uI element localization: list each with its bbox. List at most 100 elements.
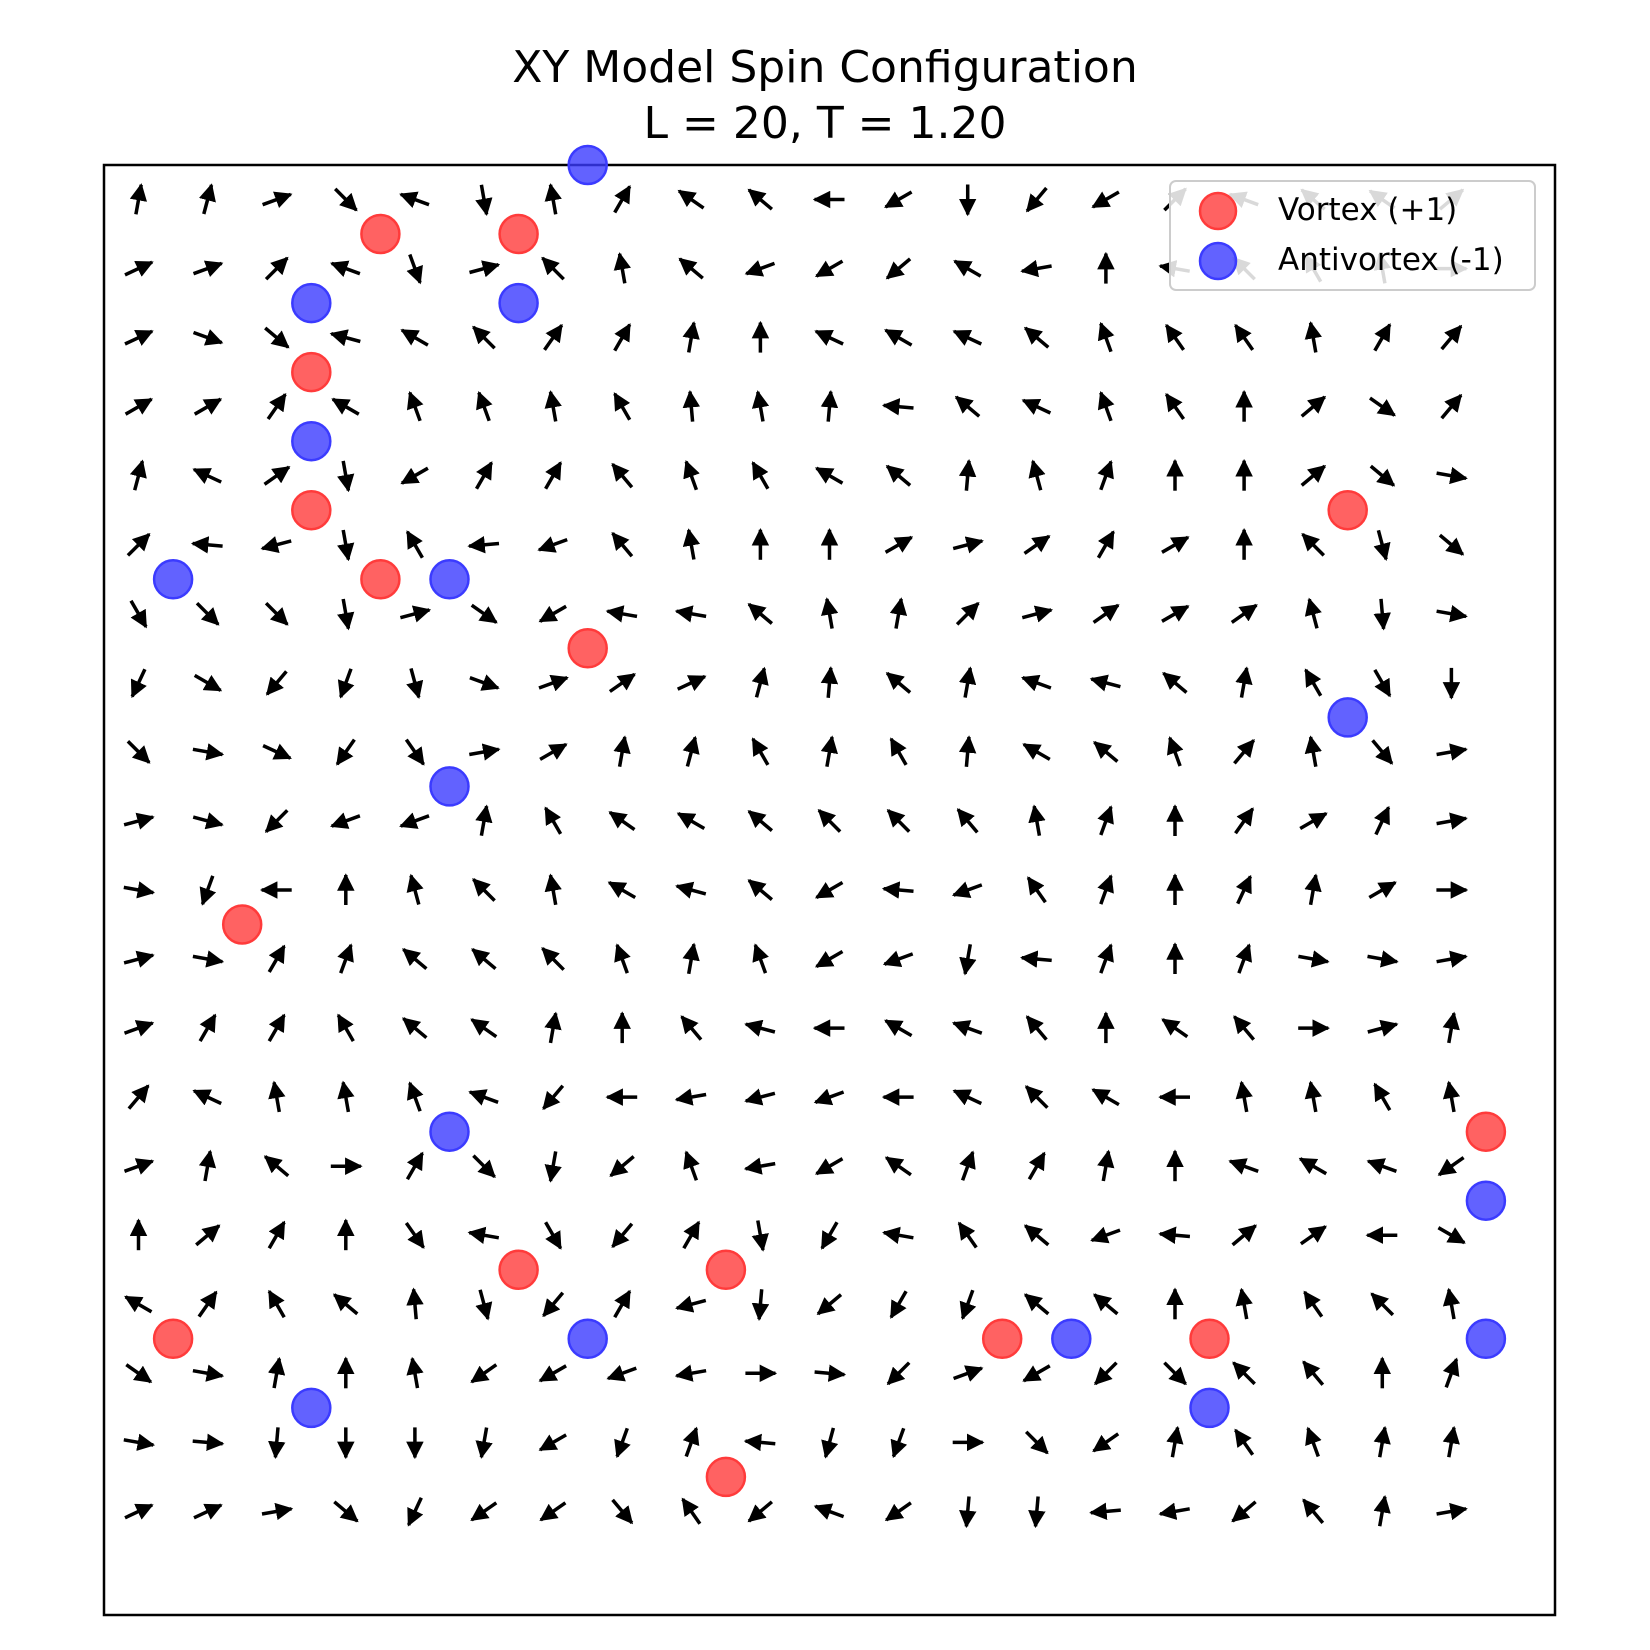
- spin-arrow: [752, 943, 769, 974]
- spin-arrow: [1373, 1494, 1391, 1527]
- spin-arrow: [952, 1089, 983, 1106]
- spin-arrow: [816, 1293, 843, 1316]
- spin-arrow: [330, 812, 361, 829]
- spin-arrow: [1442, 1287, 1461, 1320]
- vortex-marker: [152, 1318, 194, 1360]
- spin-arrow: [264, 326, 290, 349]
- spin-arrow: [474, 461, 494, 490]
- spin-arrow: [124, 260, 154, 277]
- spin-arrow: [613, 1289, 632, 1319]
- spin-arrow: [1025, 1015, 1048, 1041]
- spin-arrow: [337, 1080, 355, 1113]
- spin-arrow: [611, 1222, 634, 1249]
- spin-arrow: [1161, 1018, 1189, 1039]
- spin-arrow: [468, 743, 501, 761]
- spin-arrow: [400, 466, 429, 485]
- spin-arrow: [609, 1155, 635, 1178]
- plot-frame: [102, 163, 1557, 1617]
- spin-arrow: [123, 1433, 156, 1451]
- spin-arrow: [404, 1221, 425, 1249]
- spin-arrow: [1366, 1158, 1397, 1175]
- spin-arrow: [1097, 874, 1114, 905]
- spin-arrow: [608, 810, 636, 832]
- spin-arrow: [1304, 321, 1322, 353]
- spin-arrow: [614, 1427, 631, 1459]
- spin-arrow: [1163, 1361, 1187, 1386]
- vortex-marker: [567, 628, 608, 669]
- spin-arrow: [1235, 1080, 1253, 1113]
- spin-arrow: [475, 1289, 493, 1321]
- spin-arrow: [813, 1503, 845, 1520]
- spin-arrow: [1304, 668, 1323, 697]
- spin-arrow: [1164, 392, 1186, 421]
- spin-arrow: [751, 390, 770, 422]
- spin-arrow: [1442, 1080, 1461, 1113]
- spin-arrow: [329, 329, 361, 347]
- spin-arrow: [544, 461, 563, 490]
- vortex-marker: [1327, 489, 1368, 531]
- spin-arrow: [959, 1496, 977, 1529]
- spin-arrow: [1231, 1224, 1257, 1247]
- spin-arrow: [1020, 259, 1052, 278]
- spin-arrow: [1299, 811, 1328, 831]
- spin-arrow: [405, 530, 424, 559]
- spin-arrow: [747, 879, 774, 901]
- spin-arrow: [611, 531, 634, 558]
- spin-arrow: [130, 668, 147, 699]
- spin-arrow: [682, 389, 701, 422]
- spin-arrow: [1231, 1500, 1257, 1523]
- spin-arrow: [123, 1158, 155, 1175]
- spin-arrow: [814, 1364, 847, 1382]
- spin-arrow: [1442, 1425, 1460, 1458]
- spin-arrow: [402, 1017, 428, 1040]
- spin-arrow: [265, 670, 288, 696]
- spin-arrow: [1373, 1082, 1392, 1111]
- spin-arrow: [1089, 1502, 1121, 1521]
- spin-arrow: [817, 809, 842, 833]
- spin-arrow: [337, 529, 355, 562]
- spin-arrow: [1028, 459, 1046, 491]
- spin-arrow: [1023, 326, 1050, 349]
- spin-arrow: [614, 943, 631, 974]
- spin-arrow: [1370, 1292, 1395, 1317]
- antivortex-marker: [152, 559, 194, 600]
- vortex-marker: [1465, 1111, 1507, 1152]
- spin-arrow: [882, 950, 914, 968]
- spin-arrow: [405, 1151, 424, 1181]
- spin-arrow: [538, 1364, 567, 1383]
- vortex-marker: [705, 1249, 747, 1291]
- spin-arrow: [613, 252, 631, 284]
- spin-arrow: [820, 1221, 839, 1250]
- spin-arrow: [541, 947, 565, 971]
- spin-arrow: [1373, 529, 1391, 561]
- spin-arrow: [1234, 323, 1255, 351]
- spin-arrow: [881, 881, 914, 899]
- spin-arrow: [675, 1295, 707, 1313]
- spin-arrow: [606, 1364, 637, 1382]
- spin-arrow: [332, 1293, 359, 1316]
- spin-arrow: [263, 1155, 290, 1178]
- spin-arrow: [680, 1015, 703, 1041]
- spin-arrow: [683, 459, 700, 491]
- spin-arrow: [1230, 603, 1258, 624]
- spin-arrow: [889, 597, 908, 629]
- spin-arrow: [678, 257, 704, 280]
- spin-arrow: [747, 602, 774, 625]
- antivortex-marker: [291, 420, 332, 462]
- spin-arrow: [192, 1433, 225, 1452]
- spin-arrow: [124, 1503, 154, 1520]
- spin-arrow: [886, 1361, 911, 1386]
- spin-arrow: [821, 1427, 839, 1459]
- spin-arrow: [1232, 1361, 1256, 1386]
- spin-arrow: [953, 259, 982, 278]
- spin-arrow: [541, 256, 565, 281]
- spin-arrow: [1440, 324, 1463, 351]
- spin-arrow: [472, 1154, 496, 1179]
- spin-arrow: [406, 667, 424, 699]
- spin-arrow: [129, 183, 148, 215]
- spin-arrow: [1367, 950, 1399, 968]
- spin-arrow: [199, 875, 217, 906]
- antivortex-marker: [1189, 1387, 1230, 1429]
- spin-arrow: [193, 1503, 223, 1520]
- spin-arrow: [263, 465, 291, 486]
